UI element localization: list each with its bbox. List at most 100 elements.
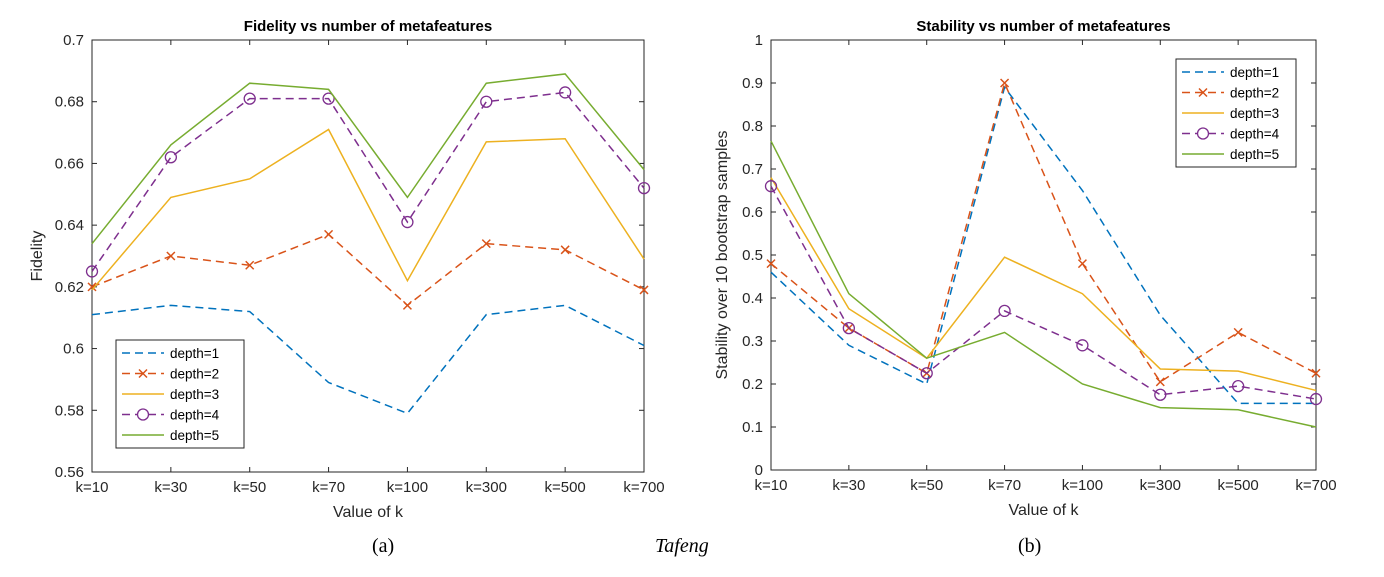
y-tick-label: 0.3 — [742, 333, 763, 350]
y-tick-label: 0.68 — [55, 94, 84, 111]
x-tick-label: k=700 — [1295, 477, 1336, 494]
series-line-1 — [91, 304, 645, 415]
data-point-circle — [322, 92, 335, 105]
x-tick-label: k=100 — [1062, 477, 1103, 494]
y-tick-label: 0.7 — [63, 32, 84, 49]
x-axis-label: Value of k — [333, 504, 404, 521]
y-tick-label: 0 — [755, 462, 763, 479]
data-point-x — [87, 282, 97, 292]
legend-marker — [138, 368, 148, 379]
data-point-x — [481, 239, 491, 249]
x-tick-label: k=70 — [988, 477, 1021, 494]
data-point-circle — [558, 86, 572, 99]
chart-title: Stability vs number of metafeatures — [916, 18, 1170, 35]
data-point-circle — [637, 181, 651, 195]
data-point-x — [1155, 377, 1165, 387]
chart-a: k=10 k=30 k=50 k=70 k=100 k=300 k=500 k=700 0.56… — [29, 18, 665, 521]
data-point-circle — [1154, 388, 1167, 401]
data-point-x — [1233, 327, 1243, 337]
y-tick-label: 0.62 — [55, 279, 84, 296]
x-tick-label: k=300 — [466, 479, 507, 496]
y-tick-label: 0.6 — [742, 204, 763, 221]
legend-entry: depth=5 — [170, 428, 219, 443]
y-tick-label: 0.66 — [55, 155, 84, 172]
y-tick-label: 0.7 — [742, 161, 763, 178]
x-axis-label: Value of k — [1009, 502, 1080, 519]
legend-entry: depth=3 — [1230, 106, 1279, 121]
data-point-x — [1311, 368, 1321, 378]
series-line-3 — [770, 177, 1317, 392]
data-point-x — [166, 251, 176, 261]
legend-entry: depth=4 — [170, 408, 220, 423]
legend-entry: depth=1 — [1230, 65, 1279, 80]
legend-entry: depth=2 — [170, 367, 219, 382]
data-point-circle — [920, 367, 933, 380]
x-tick-label: k=100 — [387, 479, 428, 496]
data-point-x — [560, 245, 570, 255]
panel-label-b: (b) — [1018, 535, 1042, 557]
series-line-1 — [770, 85, 1316, 405]
data-point-circle — [480, 95, 493, 108]
legend-marker — [1198, 87, 1208, 98]
data-point-x — [1077, 259, 1087, 269]
y-tick-label: 0.64 — [55, 217, 84, 234]
figure-caption: Tafeng — [655, 535, 709, 557]
series-line-2 — [770, 80, 1317, 383]
legend: depth=1 depth=2 depth=3 depth=4 depth=5 — [115, 339, 245, 449]
data-point-x — [766, 259, 776, 269]
y-tick-label: 0.8 — [742, 118, 763, 135]
series-line-4 — [770, 185, 1317, 400]
x-tick-label: k=700 — [623, 479, 664, 496]
legend-entry: depth=1 — [170, 346, 219, 361]
chart-title: Fidelity vs number of metafeatures — [244, 18, 492, 35]
legend: depth=1 depth=2 depth=3 depth=4 depth=5 — [1175, 58, 1297, 168]
y-tick-label: 1 — [755, 32, 763, 49]
x-tick-label: k=30 — [154, 479, 187, 496]
y-tick-label: 0.4 — [742, 290, 763, 307]
chart-b: k=10 k=30 k=50 k=70 k=100 k=300 k=500 k=700 0 0.1… — [714, 18, 1337, 519]
series-line-3 — [91, 128, 645, 291]
data-point-x — [1000, 78, 1010, 88]
series-line-2 — [91, 233, 645, 307]
legend-entry: depth=4 — [1230, 127, 1280, 142]
y-tick-label: 0.58 — [55, 402, 84, 419]
y-tick-label: 0.6 — [63, 341, 84, 358]
y-tick-label: 0.56 — [55, 464, 84, 481]
panel-label-a: (a) — [372, 535, 395, 557]
data-point-x — [402, 300, 412, 310]
x-tick-label: k=500 — [1217, 477, 1258, 494]
y-tick-label: 0.9 — [742, 75, 763, 92]
x-tick-label: k=50 — [233, 479, 266, 496]
legend-entry: depth=2 — [1230, 86, 1279, 101]
y-tick-label: 0.5 — [742, 247, 763, 264]
data-point-circle — [998, 304, 1011, 318]
x-tick-label: k=50 — [910, 477, 943, 494]
series-line-5 — [770, 140, 1317, 428]
legend-entry: depth=3 — [170, 387, 219, 402]
legend-marker — [1196, 127, 1210, 140]
data-point-circle — [401, 215, 414, 229]
legend-marker — [136, 408, 150, 421]
data-point-x — [324, 229, 334, 239]
legend-entry: depth=5 — [1230, 147, 1279, 162]
x-tick-label: k=70 — [312, 479, 345, 496]
y-tick-label: 0.1 — [742, 419, 763, 436]
data-point-circle — [164, 151, 178, 164]
data-point-circle — [243, 92, 256, 105]
data-point-x — [639, 285, 649, 295]
x-tick-label: k=10 — [76, 479, 109, 496]
data-point-circle — [85, 265, 99, 278]
x-tick-label: k=500 — [544, 479, 585, 496]
data-point-circle — [1309, 392, 1323, 406]
y-axis-label: Stability over 10 bootstrap samples — [714, 130, 731, 379]
x-tick-label: k=300 — [1140, 477, 1181, 494]
data-point-circle — [1076, 339, 1089, 352]
series-line-5 — [91, 73, 645, 245]
data-point-circle — [1231, 379, 1245, 393]
y-tick-label: 0.2 — [742, 376, 763, 393]
x-tick-label: k=10 — [755, 477, 788, 494]
y-axis-label: Fidelity — [29, 231, 46, 282]
data-point-circle — [764, 180, 778, 193]
data-point-circle — [842, 321, 856, 335]
